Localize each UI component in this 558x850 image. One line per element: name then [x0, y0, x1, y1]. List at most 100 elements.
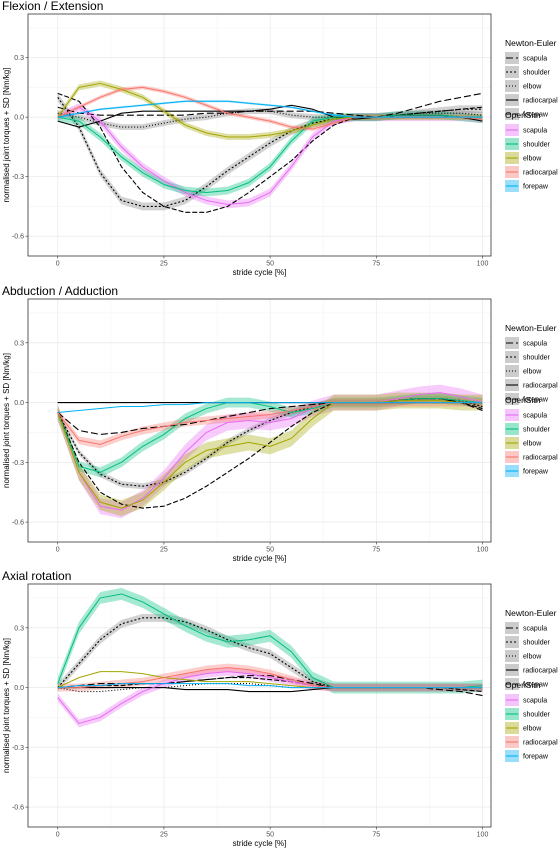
y-axis-label: normalised joint torques + SD [Nm/kg] — [2, 638, 11, 773]
legend-title: Newton-Euler — [505, 323, 557, 333]
legend-title: OpenSim — [505, 110, 540, 120]
x-tick-label: 50 — [266, 547, 274, 554]
legend-label: radiocarpal — [523, 170, 558, 177]
series-line-newton-eulerforepaw — [57, 677, 483, 693]
panel-title: Flexion / Extension — [2, 0, 103, 13]
legend-label: elbow — [523, 369, 542, 376]
series-line-newton-eulerscapula — [57, 92, 483, 118]
legend-label: radiocarpal — [523, 455, 558, 462]
legend-label: radiocarpal — [523, 383, 558, 390]
series-lines — [57, 392, 483, 511]
panel-border — [27, 13, 492, 257]
y-tick-label: 0.0 — [14, 685, 24, 692]
ticks: 0 25 50 75 100 0.3 0.0 -0.3 -0.6 — [12, 625, 489, 838]
series-line-opensimscapula — [57, 392, 483, 511]
legend-label: scapula — [523, 698, 547, 705]
y-tick-label: 0.3 — [14, 625, 24, 632]
sd-band-opensimscapula — [57, 667, 483, 728]
series-line-opensimforepaw — [57, 100, 483, 118]
legend-title: OpenSim — [505, 680, 540, 690]
sd-band-opensimradiocarpal — [57, 398, 483, 449]
x-tick-label: 25 — [160, 261, 168, 268]
legend-label: shoulder — [523, 640, 551, 647]
legend-label: shoulder — [523, 355, 551, 362]
x-tick-label: 0 — [56, 261, 60, 268]
x-tick-label: 75 — [372, 261, 380, 268]
y-tick-label: -0.6 — [12, 520, 24, 527]
legend-label: radiocarpal — [523, 98, 558, 105]
x-tick-label: 100 — [477, 832, 489, 839]
legend-label: elbow — [523, 654, 542, 661]
series-line-opensimforepaw — [57, 402, 483, 414]
sd-band-newton-eulerelbow — [57, 108, 483, 131]
panel-border — [27, 298, 492, 543]
panel-2: Abduction / Adduction 0 25 50 75 100 0.3 0.0 -0.… — [2, 284, 558, 563]
x-tick-label: 100 — [477, 547, 489, 554]
y-tick-label: -0.3 — [12, 174, 24, 181]
x-tick-label: 0 — [56, 547, 60, 554]
x-tick-label: 100 — [477, 261, 489, 268]
grid — [28, 584, 491, 827]
legend: Newton-Euler scapula shoulder elbow radiocar… — [505, 38, 558, 192]
ticks: 0 25 50 75 100 0.3 0.0 -0.3 -0.6 — [12, 55, 489, 267]
panel-3: Axial rotation 0 25 50 75 100 0.3 0.0 -0.3 -0.6 st… — [2, 569, 558, 848]
series-line-opensimforepaw — [57, 683, 483, 689]
sd-band-opensimscapula — [57, 103, 483, 209]
y-tick-label: -0.6 — [12, 805, 24, 812]
plot-area — [28, 14, 491, 256]
x-axis-label: stride cycle [%] — [233, 268, 287, 277]
legend-label: forepaw — [523, 112, 549, 119]
y-tick-label: 0.3 — [14, 340, 24, 347]
plot-area — [28, 299, 491, 542]
legend-label: scapula — [523, 128, 547, 135]
series-lines — [57, 593, 483, 724]
legend-label: forepaw — [523, 469, 549, 476]
series-line-newton-eulerforepaw — [57, 92, 483, 213]
series-line-opensimshoulder — [57, 398, 483, 473]
y-axis-label: normalised joint torques + SD [Nm/kg] — [2, 353, 11, 488]
legend-label: elbow — [523, 441, 542, 448]
legend-title: OpenSim — [505, 395, 540, 405]
series-line-opensimshoulder — [57, 114, 483, 194]
legend-label: forepaw — [523, 754, 549, 761]
legend-label: forepaw — [523, 184, 549, 191]
sd-band-newton-eulershoulder — [57, 613, 483, 692]
panel-title: Abduction / Adduction — [2, 284, 118, 298]
legend-label: scapula — [523, 413, 547, 420]
legend-label: scapula — [523, 626, 547, 633]
ticks: 0 25 50 75 100 0.3 0.0 -0.3 -0.6 — [12, 340, 489, 553]
x-axis-label: stride cycle [%] — [233, 554, 287, 563]
y-axis-label: normalised joint torques + SD [Nm/kg] — [2, 68, 11, 203]
sd-ribbons — [57, 384, 483, 519]
x-tick-label: 75 — [372, 832, 380, 839]
series-line-opensimelbow — [57, 400, 483, 509]
sd-band-opensimradiocarpal — [57, 85, 483, 132]
legend-label: scapula — [523, 341, 547, 348]
x-tick-label: 75 — [372, 547, 380, 554]
sd-band-opensimradiocarpal — [57, 663, 483, 692]
y-tick-label: -0.3 — [12, 460, 24, 467]
sd-band-opensimscapula — [57, 384, 483, 519]
legend-label: elbow — [523, 156, 542, 163]
legend-title: Newton-Euler — [505, 38, 557, 48]
sd-band-opensimelbow — [57, 392, 483, 517]
legend-label: elbow — [523, 84, 542, 91]
y-tick-label: 0.0 — [14, 115, 24, 122]
legend: Newton-Euler scapula shoulder elbow radiocar… — [505, 323, 558, 477]
legend-label: forepaw — [523, 397, 549, 404]
legend-key-box — [505, 393, 519, 405]
legend-label: shoulder — [523, 70, 551, 77]
panel-title: Axial rotation — [2, 569, 71, 583]
legend-label: shoulder — [523, 142, 551, 149]
y-tick-label: -0.6 — [12, 234, 24, 241]
legend: Newton-Euler scapula shoulder elbow radiocar… — [505, 608, 558, 762]
x-tick-label: 25 — [160, 547, 168, 554]
legend-label: scapula — [523, 56, 547, 63]
panel-1: Flexion / Extension 0 25 50 75 100 0.3 0.0 -0.3 -… — [2, 0, 558, 277]
legend-key-box — [505, 678, 519, 690]
legend-label: radiocarpal — [523, 668, 558, 675]
legend-title: Newton-Euler — [505, 608, 557, 618]
sd-ribbons — [57, 80, 483, 211]
x-axis-label: stride cycle [%] — [233, 839, 287, 848]
